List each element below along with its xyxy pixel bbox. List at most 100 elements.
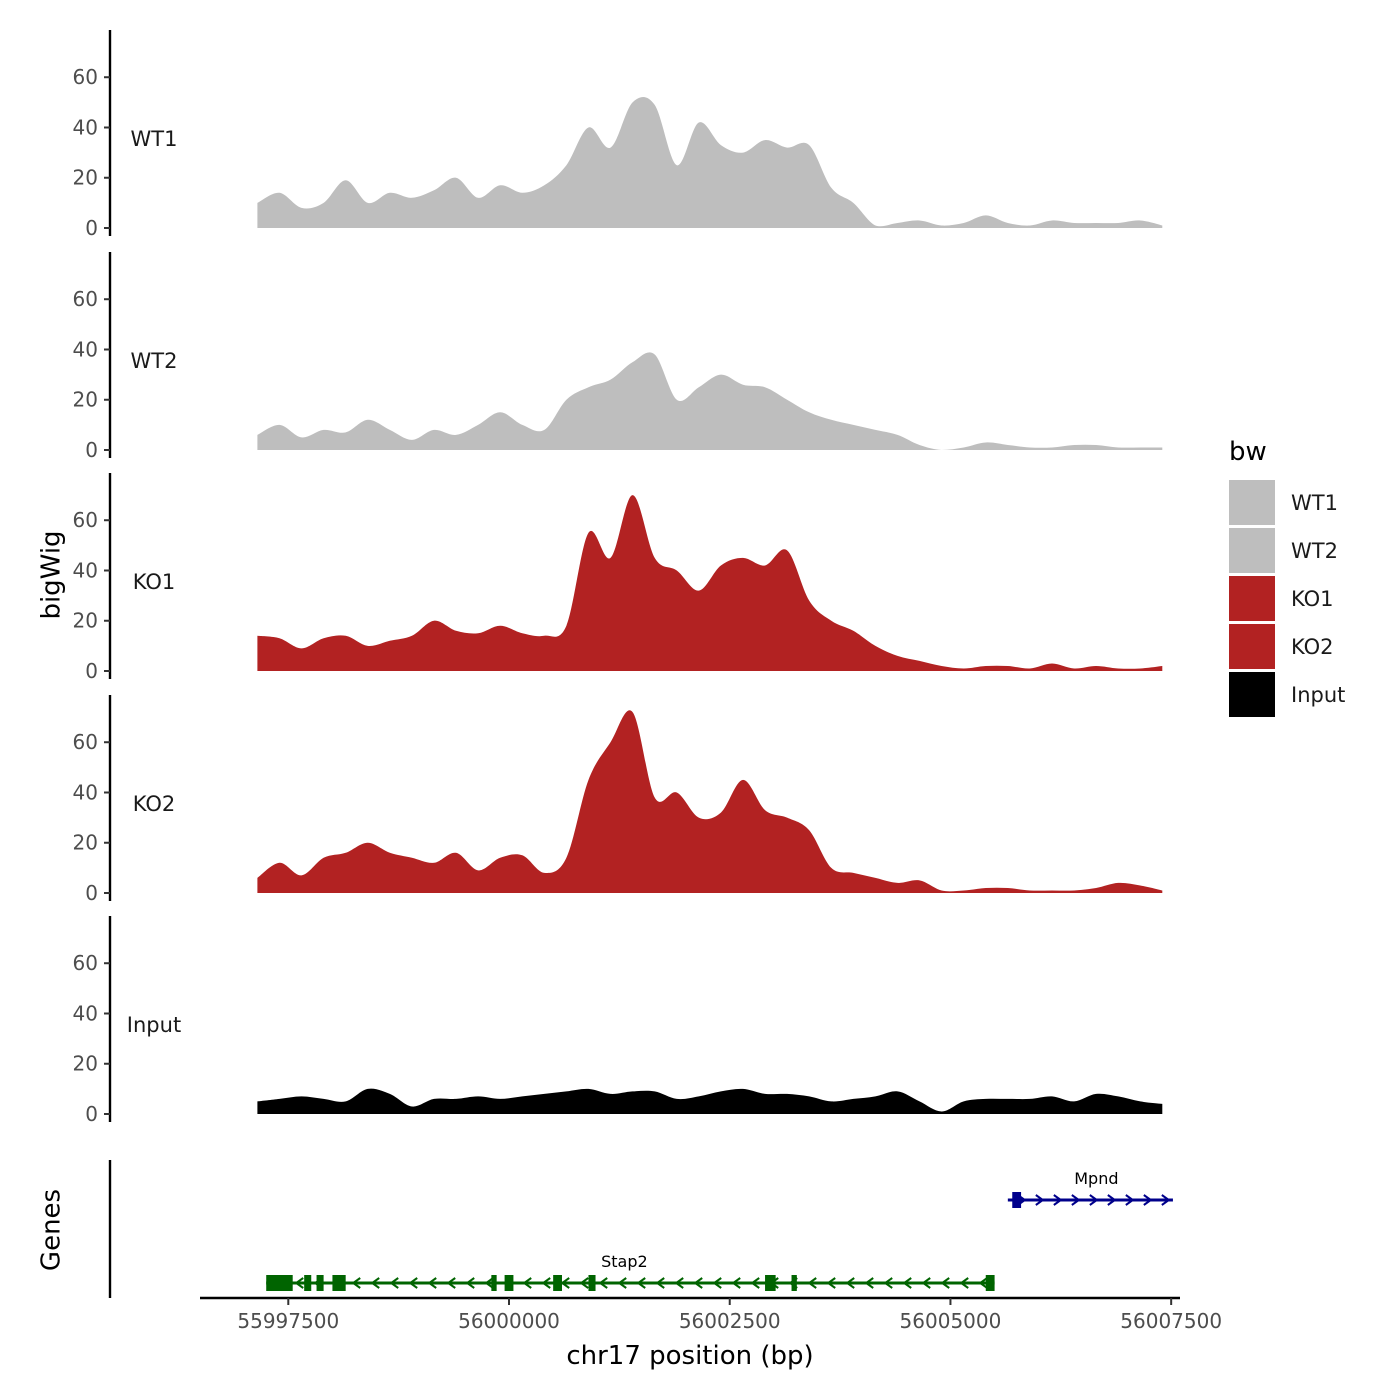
strand-arrow bbox=[294, 1277, 304, 1289]
gene-mpnd: Mpnd bbox=[1007, 1169, 1173, 1208]
strand-arrow bbox=[1035, 1194, 1045, 1206]
y-tick-label: 0 bbox=[85, 438, 98, 462]
legend-swatch-wt1 bbox=[1229, 480, 1275, 525]
strand-arrow bbox=[921, 1277, 931, 1289]
exon bbox=[316, 1275, 324, 1291]
strand-arrow bbox=[465, 1277, 475, 1289]
strand-arrow bbox=[389, 1277, 399, 1289]
y-tick-label: 60 bbox=[73, 951, 98, 975]
track-label-ko1: KO1 bbox=[133, 570, 176, 594]
legend-swatch-wt2 bbox=[1229, 528, 1275, 573]
genes-track: Genes Stap2 Mpnd bbox=[37, 1160, 1173, 1298]
y-tick-label: 20 bbox=[73, 1052, 98, 1076]
panel-ko1: 0 20 40 60 KO1 bbox=[73, 473, 1163, 683]
exon bbox=[332, 1275, 346, 1291]
track-label-input: Input bbox=[127, 1013, 181, 1037]
strand-arrow bbox=[959, 1277, 969, 1289]
y-tick-label: 20 bbox=[73, 388, 98, 412]
strand-arrow bbox=[1125, 1194, 1135, 1206]
legend: bw WT1 WT2 KO1 KO2 Input bbox=[1229, 437, 1345, 717]
strand-arrow bbox=[712, 1277, 722, 1289]
strand-arrow bbox=[674, 1277, 684, 1289]
exon bbox=[1012, 1192, 1022, 1208]
y-tick-label: 20 bbox=[73, 831, 98, 855]
x-tick-label: 55997500 bbox=[237, 1309, 339, 1333]
x-tick-label: 56002500 bbox=[679, 1309, 781, 1333]
exon bbox=[491, 1275, 497, 1291]
strand-arrow bbox=[560, 1277, 570, 1289]
y-tick-label: 40 bbox=[73, 558, 98, 582]
y-tick-label: 40 bbox=[73, 1001, 98, 1025]
y-tick-label: 60 bbox=[73, 287, 98, 311]
y-tick-label: 40 bbox=[73, 115, 98, 139]
legend-title: bw bbox=[1229, 437, 1267, 467]
strand-arrow bbox=[351, 1277, 361, 1289]
strand-arrow bbox=[427, 1277, 437, 1289]
strand-arrow bbox=[864, 1277, 874, 1289]
strand-arrow bbox=[655, 1277, 665, 1289]
x-axis: chr17 position (bp) 55997500 56000000 5600… bbox=[200, 1296, 1222, 1371]
area-ko1 bbox=[257, 495, 1163, 671]
y-tick-label: 20 bbox=[73, 166, 98, 190]
panel-wt1: 0 20 40 60 WT1 bbox=[73, 30, 1163, 240]
y-tick-label: 40 bbox=[73, 337, 98, 361]
y-tick-label: 60 bbox=[73, 65, 98, 89]
strand-arrow bbox=[598, 1277, 608, 1289]
strand-arrow bbox=[1107, 1194, 1117, 1206]
legend-label-input: Input bbox=[1291, 683, 1345, 707]
legend-label-ko2: KO2 bbox=[1291, 635, 1334, 659]
legend-swatch-ko2 bbox=[1229, 624, 1275, 669]
x-tick-label: 56000000 bbox=[458, 1309, 560, 1333]
legend-swatch-input bbox=[1229, 672, 1275, 717]
exon bbox=[266, 1275, 293, 1291]
exon bbox=[553, 1275, 562, 1291]
y-tick-label: 0 bbox=[85, 216, 98, 240]
y-axis-title: bigWig bbox=[37, 530, 67, 619]
legend-label-wt1: WT1 bbox=[1291, 491, 1338, 515]
strand-arrow bbox=[731, 1277, 741, 1289]
exon bbox=[985, 1275, 995, 1291]
y-tick-label: 60 bbox=[73, 730, 98, 754]
strand-arrow bbox=[636, 1277, 646, 1289]
strand-arrow bbox=[1071, 1194, 1081, 1206]
strand-arrow bbox=[826, 1277, 836, 1289]
genes-track-label: Genes bbox=[37, 1189, 67, 1271]
strand-arrow bbox=[883, 1277, 893, 1289]
strand-arrow bbox=[693, 1277, 703, 1289]
strand-arrow bbox=[579, 1277, 589, 1289]
strand-arrow bbox=[750, 1277, 760, 1289]
y-tick-label: 20 bbox=[73, 609, 98, 633]
strand-arrow bbox=[1089, 1194, 1099, 1206]
strand-arrow bbox=[845, 1277, 855, 1289]
strand-arrow bbox=[1053, 1194, 1063, 1206]
exon bbox=[304, 1275, 312, 1291]
strand-arrow bbox=[1143, 1194, 1153, 1206]
x-tick-label: 56007500 bbox=[1120, 1309, 1222, 1333]
exon bbox=[791, 1275, 797, 1291]
strand-arrow bbox=[484, 1277, 494, 1289]
y-tick-label: 40 bbox=[73, 780, 98, 804]
strand-arrow bbox=[807, 1277, 817, 1289]
legend-label-ko1: KO1 bbox=[1291, 587, 1334, 611]
area-input bbox=[257, 1088, 1163, 1114]
track-label-wt1: WT1 bbox=[131, 127, 178, 151]
track-panels: 0 20 40 60 WT1 0 20 40 60 WT2 0 20 40 60 KO1 0 20 40 60 KO2… bbox=[73, 30, 1163, 1126]
strand-arrow bbox=[541, 1277, 551, 1289]
strand-arrow bbox=[522, 1277, 532, 1289]
legend-swatch-ko1 bbox=[1229, 576, 1275, 621]
area-ko2 bbox=[257, 710, 1163, 893]
x-axis-title: chr17 position (bp) bbox=[566, 1341, 813, 1371]
strand-arrow bbox=[978, 1277, 988, 1289]
strand-arrow bbox=[617, 1277, 627, 1289]
panel-input: 0 20 40 60 Input bbox=[73, 916, 1163, 1126]
gene-label: Mpnd bbox=[1074, 1169, 1118, 1188]
strand-arrow bbox=[902, 1277, 912, 1289]
area-wt1 bbox=[257, 96, 1163, 228]
track-label-wt2: WT2 bbox=[131, 349, 178, 373]
track-label-ko2: KO2 bbox=[133, 792, 176, 816]
strand-arrow bbox=[408, 1277, 418, 1289]
y-tick-label: 0 bbox=[85, 659, 98, 683]
x-tick-label: 56005000 bbox=[900, 1309, 1002, 1333]
legend-label-wt2: WT2 bbox=[1291, 539, 1338, 563]
